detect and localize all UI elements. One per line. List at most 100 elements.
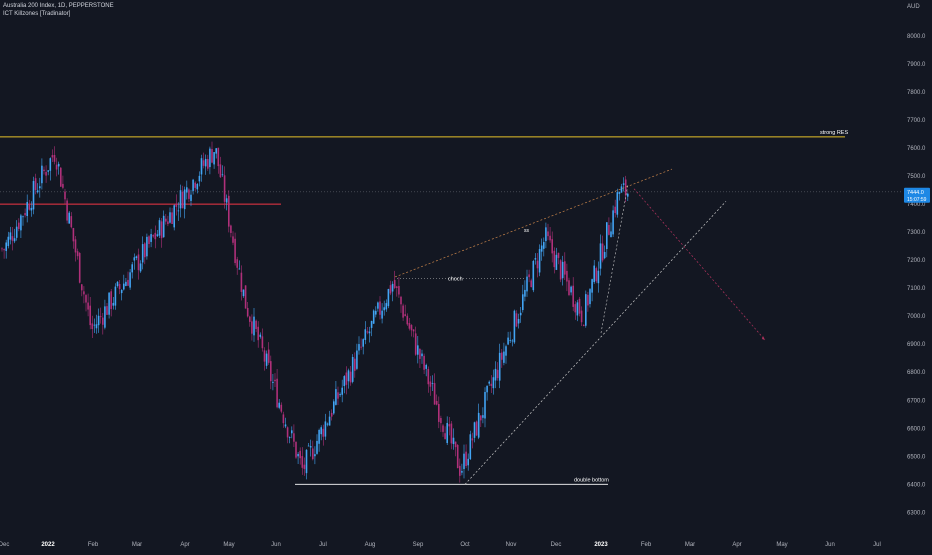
candle-body <box>91 323 94 330</box>
candle-body <box>51 155 54 158</box>
candle-body <box>198 175 201 182</box>
trendline-inner <box>600 184 629 334</box>
candle-body <box>381 310 383 319</box>
candle-body <box>469 434 472 460</box>
currency-label: AUD <box>907 4 920 10</box>
candle-body <box>543 242 545 249</box>
candle-body <box>391 283 394 292</box>
candle-body <box>255 320 257 329</box>
x-tick-label: Oct <box>460 542 470 548</box>
candle-body <box>540 245 543 252</box>
candle-body <box>81 284 83 291</box>
candle-body <box>211 149 213 163</box>
candle-body <box>181 191 184 209</box>
chart-legend: Australia 200 Index, 1D, PEPPERSTONE ICT… <box>3 2 114 18</box>
candle-body <box>528 274 530 278</box>
candle-body <box>244 285 247 309</box>
candle-body <box>314 454 316 457</box>
candle-body <box>242 289 245 297</box>
candle-body <box>72 227 75 242</box>
y-tick-label: 6800.0 <box>907 370 926 376</box>
candle-body <box>26 201 28 216</box>
candle-body <box>377 302 379 309</box>
candle-body <box>471 438 474 441</box>
candle-body <box>173 205 175 228</box>
candle-body <box>219 164 222 178</box>
x-tick-label: Nov <box>506 542 517 548</box>
candle-body <box>547 231 549 237</box>
candle-body <box>192 179 194 191</box>
candle-body <box>309 446 312 448</box>
candle-body <box>467 458 469 466</box>
y-tick-label: 7800.0 <box>907 90 926 96</box>
candle-body <box>341 387 343 395</box>
candle-body <box>225 198 228 203</box>
candle-body <box>284 424 287 427</box>
y-tick-label: 6400.0 <box>907 482 926 488</box>
candle-body <box>265 353 268 366</box>
candle-body <box>223 175 226 202</box>
candle-body <box>154 232 157 240</box>
candle-body <box>78 252 81 283</box>
candle-body <box>213 152 215 165</box>
price-tag-time: 15:07:59 <box>907 197 927 203</box>
candle-body <box>118 283 121 290</box>
candle-body <box>175 203 178 207</box>
candle-body <box>146 236 148 257</box>
strong-res-label: strong RES <box>820 130 848 136</box>
candle-body <box>139 263 142 272</box>
x-tick-label: 2022 <box>41 542 55 548</box>
candle-body <box>566 270 568 282</box>
candle-body <box>183 189 186 210</box>
candle-body <box>496 369 499 379</box>
candle-body <box>251 321 253 334</box>
x-tick-label: Jun <box>271 542 281 548</box>
candle-body <box>622 183 625 185</box>
indicator-title[interactable]: ICT Killzones [Tradinator] <box>3 11 71 17</box>
candle-body <box>301 456 304 468</box>
x-tick-label: Apr <box>180 542 189 548</box>
candle-body <box>137 254 140 271</box>
candle-body <box>429 381 432 387</box>
y-tick-label: 6300.0 <box>907 510 926 516</box>
candle-body <box>576 302 579 316</box>
candle-body <box>316 440 318 454</box>
candle-body <box>490 383 493 386</box>
candle-body <box>74 239 77 253</box>
candle-body <box>488 381 490 384</box>
candle-body <box>517 318 520 324</box>
candle-body <box>7 236 10 247</box>
candle-body <box>406 315 409 325</box>
candle-body <box>343 376 346 387</box>
symbol-title[interactable]: Australia 200 Index, 1D, PEPPERSTONE <box>3 3 114 9</box>
candle-body <box>272 381 274 383</box>
candle-body <box>60 167 62 187</box>
candle-body <box>505 346 507 356</box>
candle-body <box>62 183 64 188</box>
projection-line <box>633 188 766 341</box>
candle-body <box>49 158 52 171</box>
candle-body <box>379 301 381 315</box>
candle-body <box>270 361 272 382</box>
x-tick-label: Feb <box>88 542 99 548</box>
candle-body <box>578 298 581 314</box>
candle-body <box>387 289 390 307</box>
candle-body <box>475 421 478 436</box>
candle-body <box>230 225 232 233</box>
candle-body <box>303 464 306 469</box>
candle-body <box>421 353 423 357</box>
y-tick-label: 7200.0 <box>907 258 926 264</box>
candle-body <box>482 415 484 418</box>
candle-body <box>477 412 480 438</box>
candle-body <box>425 364 427 369</box>
candle-body <box>196 184 199 190</box>
time-axis: Dec 2022 Feb Mar Apr May Jun Jul Aug Sep Oct Nov Dec… <box>0 542 881 548</box>
candle-body <box>156 234 159 237</box>
candle-body <box>461 471 463 473</box>
candle-body <box>274 379 276 382</box>
candle-body <box>337 392 339 399</box>
candle-body <box>431 383 434 384</box>
y-tick-label: 7300.0 <box>907 230 926 236</box>
